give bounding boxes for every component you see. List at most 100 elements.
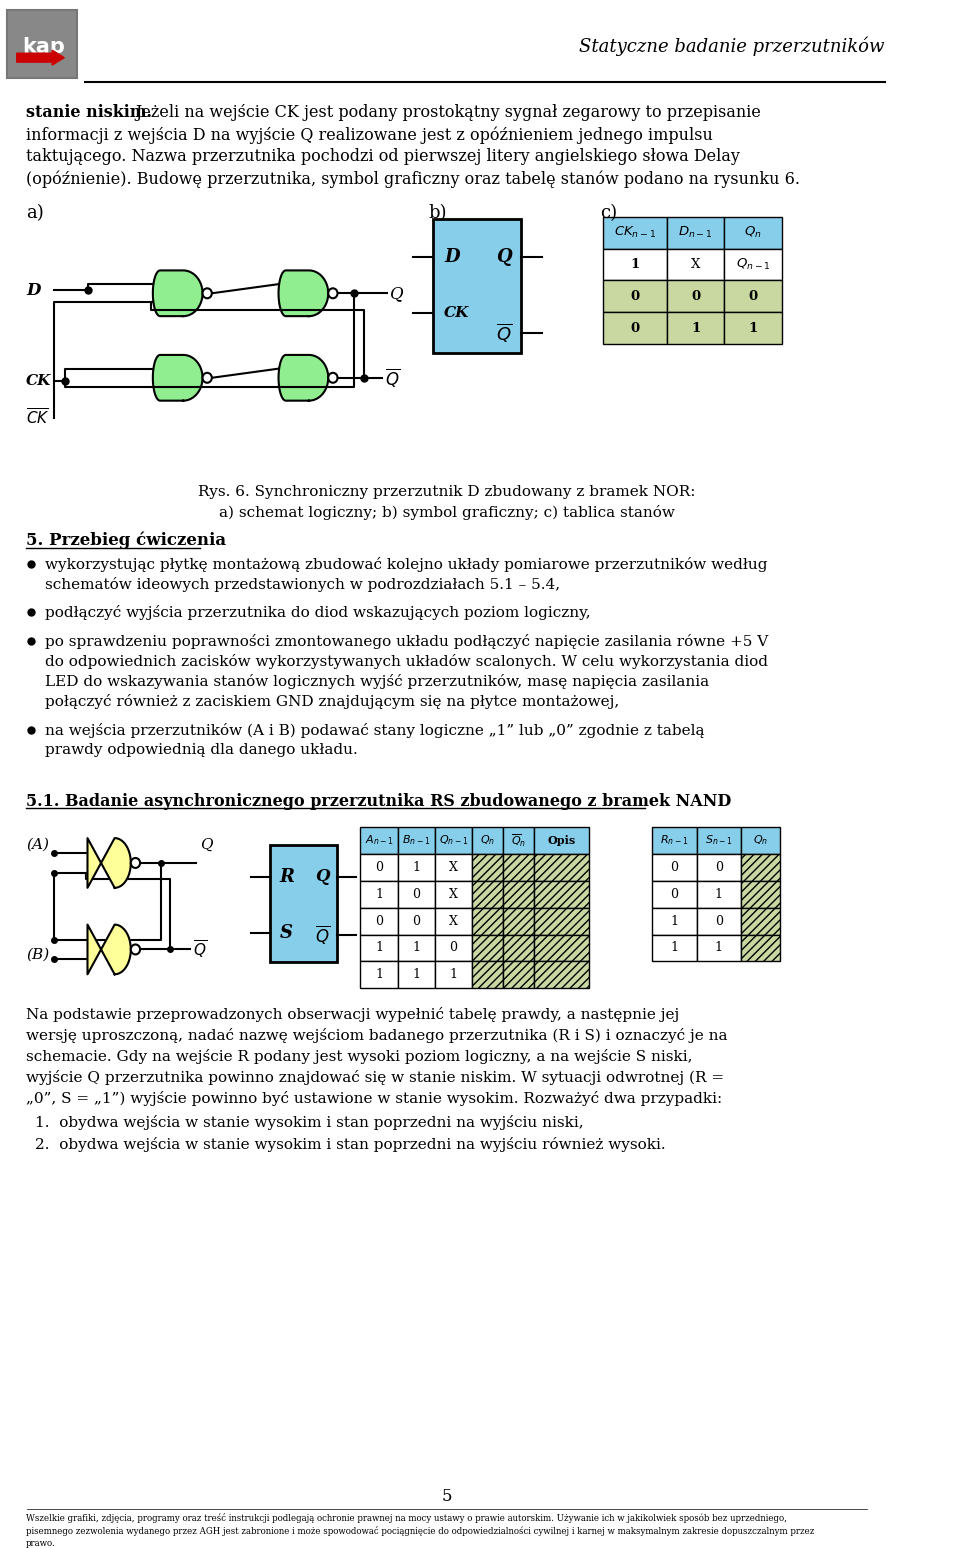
Bar	[666, 313, 725, 344]
Text: 0: 0	[749, 289, 757, 303]
Text: CK: CK	[26, 373, 52, 387]
Text: $\overline{CK}$: $\overline{CK}$	[26, 407, 50, 427]
Text: na wejścia przerzutników (A i B) podawać stany logiczne „1” lub „0” zgodnie z ta: na wejścia przerzutników (A i B) podawać…	[45, 723, 705, 738]
Text: Statyczne badanie przerzutników: Statyczne badanie przerzutników	[579, 37, 884, 56]
Text: schemacie. Gdy na wejście R podany jest wysoki poziom logiczny, a na wejście S n: schemacie. Gdy na wejście R podany jest …	[26, 1050, 692, 1063]
Text: $\overline{Q}$: $\overline{Q}$	[385, 367, 400, 389]
Bar	[397, 854, 435, 881]
Bar	[435, 935, 472, 961]
Bar	[534, 827, 589, 854]
Text: Na podstawie przeprowadzonych obserwacji wypełnić tabelę prawdy, a następnie jej: Na podstawie przeprowadzonych obserwacji…	[26, 1008, 680, 1022]
Text: 1: 1	[375, 887, 383, 901]
Bar	[435, 827, 472, 854]
Bar	[472, 935, 503, 961]
Text: b): b)	[428, 204, 446, 221]
Circle shape	[328, 288, 338, 299]
Text: „0”, S = „1”) wyjście powinno być ustawione w stanie wysokim. Rozważyć dwa przyp: „0”, S = „1”) wyjście powinno być ustawi…	[26, 1091, 722, 1105]
Text: prawo.: prawo.	[26, 1539, 56, 1548]
Bar	[534, 881, 589, 907]
Text: X: X	[449, 915, 458, 927]
Bar	[360, 881, 397, 907]
Text: 1: 1	[749, 322, 758, 334]
Text: c): c)	[601, 204, 617, 221]
Bar	[360, 827, 397, 854]
Text: 0: 0	[412, 915, 420, 927]
Text: 0: 0	[670, 887, 678, 901]
Text: Q: Q	[390, 285, 403, 302]
Text: (A): (A)	[26, 837, 49, 851]
Text: 1: 1	[412, 941, 420, 955]
Text: pisemnego zezwolenia wydanego przez AGH jest zabronione i może spowodować pociąg: pisemnego zezwolenia wydanego przez AGH …	[26, 1526, 814, 1536]
Text: Rys. 6. Synchroniczny przerzutnik D zbudowany z bramek NOR:: Rys. 6. Synchroniczny przerzutnik D zbud…	[198, 485, 696, 498]
Bar	[397, 881, 435, 907]
Text: 0: 0	[412, 887, 420, 901]
Bar	[697, 854, 741, 881]
Text: Jeżeli na wejście CK jest podany prostokątny sygnał zegarowy to przepisanie: Jeżeli na wejście CK jest podany prostok…	[135, 104, 761, 121]
Bar	[725, 217, 782, 249]
Text: $\overline{Q}$: $\overline{Q}$	[496, 322, 512, 345]
Polygon shape	[87, 924, 131, 974]
Bar	[397, 827, 435, 854]
Polygon shape	[153, 354, 203, 401]
Bar	[741, 827, 780, 854]
Text: 0: 0	[715, 915, 723, 927]
Text: $Q_{n-1}$: $Q_{n-1}$	[736, 257, 771, 272]
Text: kap: kap	[22, 37, 65, 57]
Text: 0: 0	[375, 861, 383, 875]
Bar	[697, 827, 741, 854]
Text: $B_{n-1}$: $B_{n-1}$	[402, 834, 430, 847]
Text: taktującego. Nazwa przerzutnika pochodzi od pierwszej litery angielskiego słowa : taktującego. Nazwa przerzutnika pochodzi…	[26, 149, 740, 166]
Text: $S_{n-1}$: $S_{n-1}$	[705, 834, 732, 847]
Bar	[741, 854, 780, 881]
Text: $\overline{Q}$: $\overline{Q}$	[193, 938, 207, 960]
Text: 0: 0	[375, 915, 383, 927]
Text: Wszelkie grafiki, zdjęcia, programy oraz treść instrukcji podlegają ochronie pra: Wszelkie grafiki, zdjęcia, programy oraz…	[26, 1512, 787, 1523]
Bar	[652, 854, 697, 881]
Bar	[604, 313, 666, 344]
Text: 0: 0	[449, 941, 458, 955]
Polygon shape	[87, 837, 131, 889]
Bar	[666, 217, 725, 249]
Bar	[697, 907, 741, 935]
Text: 0: 0	[715, 861, 723, 875]
Text: R: R	[279, 868, 295, 885]
FancyBboxPatch shape	[8, 9, 78, 77]
Bar	[725, 313, 782, 344]
Bar	[666, 249, 725, 280]
Bar	[472, 881, 503, 907]
Text: 5: 5	[442, 1488, 452, 1505]
Text: $A_{n-1}$: $A_{n-1}$	[365, 834, 394, 847]
Text: $Q_n$: $Q_n$	[480, 834, 495, 847]
Text: 5. Przebieg ćwiczenia: 5. Przebieg ćwiczenia	[26, 533, 227, 550]
Text: D: D	[444, 248, 460, 266]
Bar	[534, 854, 589, 881]
Bar	[725, 280, 782, 313]
Bar	[503, 935, 534, 961]
Text: połączyć również z zaciskiem GND znajdującym się na płytce montażowej,: połączyć również z zaciskiem GND znajduj…	[45, 694, 619, 709]
Text: 1: 1	[412, 861, 420, 875]
Text: 5.1. Badanie asynchronicznego przerzutnika RS zbudowanego z bramek NAND: 5.1. Badanie asynchronicznego przerzutni…	[26, 794, 732, 810]
Polygon shape	[278, 354, 328, 401]
Text: $Q_{n-1}$: $Q_{n-1}$	[439, 834, 468, 847]
Text: Opis: Opis	[547, 834, 576, 847]
Bar	[472, 854, 503, 881]
Bar	[435, 961, 472, 988]
Text: X: X	[449, 861, 458, 875]
Text: a) schemat logiczny; b) symbol graficzny; c) tablica stanów: a) schemat logiczny; b) symbol graficzny…	[219, 505, 675, 520]
Text: $\overline{Q}_n$: $\overline{Q}_n$	[511, 833, 526, 848]
Bar	[503, 854, 534, 881]
Text: 1: 1	[449, 969, 458, 981]
Bar	[652, 827, 697, 854]
Text: do odpowiednich zacisków wykorzystywanych układów scalonych. W celu wykorzystani: do odpowiednich zacisków wykorzystywanyc…	[45, 655, 768, 669]
Text: 1: 1	[691, 322, 700, 334]
Text: a): a)	[26, 204, 44, 221]
Text: 1: 1	[631, 259, 639, 271]
Text: Q: Q	[200, 837, 212, 851]
Text: 1.  obydwa wejścia w stanie wysokim i stan poprzedni na wyjściu niski,: 1. obydwa wejścia w stanie wysokim i sta…	[36, 1116, 584, 1130]
Text: wykorzystując płytkę montażową zbudować kolejno układy pomiarowe przerzutników w: wykorzystując płytkę montażową zbudować …	[45, 557, 767, 571]
Text: $R_{n-1}$: $R_{n-1}$	[660, 834, 688, 847]
Polygon shape	[153, 271, 203, 316]
Text: $Q_n$: $Q_n$	[754, 834, 768, 847]
Text: X: X	[691, 259, 700, 271]
Bar	[741, 907, 780, 935]
